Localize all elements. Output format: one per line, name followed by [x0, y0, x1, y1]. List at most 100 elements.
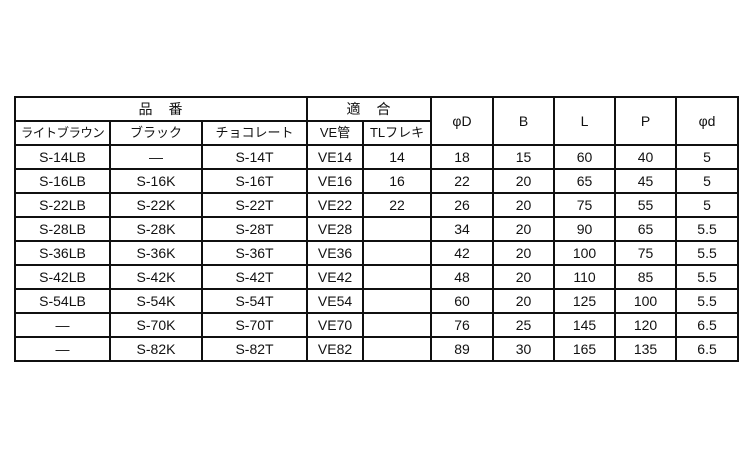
table-cell: 100	[553, 240, 617, 266]
table-cell: S-36LB	[14, 240, 111, 266]
table-cell: 60	[553, 144, 617, 170]
table-cell: VE42	[306, 264, 365, 290]
table-cell: 20	[492, 216, 556, 242]
table-cell: S-16LB	[14, 168, 111, 194]
table-cell: S-54LB	[14, 288, 111, 314]
table-cell: 20	[492, 192, 556, 218]
table-body: S-14LB — S-14T VE14 14 18 15 60 40 5 S-16LB S-16K S-…	[14, 144, 740, 362]
table-row: S-16LB S-16K S-16T VE16 16 22 20 65 45 5	[14, 168, 740, 194]
table-cell: 26	[430, 192, 495, 218]
table-cell: S-54K	[109, 288, 203, 314]
table-cell: S-28T	[200, 216, 309, 242]
spec-header-cell: φD	[430, 96, 495, 146]
table-cell: 110	[553, 264, 617, 290]
table-cell: S-54T	[200, 288, 309, 314]
table-cell: VE82	[306, 336, 365, 362]
table-cell: S-22K	[109, 192, 203, 218]
table-cell: VE36	[306, 240, 365, 266]
table-cell: S-36T	[200, 240, 309, 266]
table-cell: 5	[675, 192, 740, 218]
table-cell: 14	[362, 144, 433, 170]
table-cell: —	[109, 144, 203, 170]
table-cell: 85	[614, 264, 678, 290]
table-row: S-36LB S-36K S-36T VE36 42 20 100 75 5.5	[14, 240, 740, 266]
sub-header-cell: チョコレート	[200, 120, 309, 146]
table-cell: 30	[492, 336, 556, 362]
table-cell: S-28K	[109, 216, 203, 242]
table-cell: 5.5	[675, 216, 740, 242]
table-cell: VE14	[306, 144, 365, 170]
sub-header-cell: ブラック	[109, 120, 203, 146]
table-cell: 100	[614, 288, 678, 314]
table-cell: 40	[614, 144, 678, 170]
table-cell: 6.5	[675, 312, 740, 338]
spec-header-cell: B	[492, 96, 556, 146]
table-cell: 25	[492, 312, 556, 338]
table-cell: S-42T	[200, 264, 309, 290]
table-row: S-22LB S-22K S-22T VE22 22 26 20 75 55 5	[14, 192, 740, 218]
table-cell: 5	[675, 144, 740, 170]
table-cell: 20	[492, 288, 556, 314]
table-cell: VE16	[306, 168, 365, 194]
table-cell: 65	[553, 168, 617, 194]
table-cell: 15	[492, 144, 556, 170]
spec-header-cell: L	[553, 96, 617, 146]
table-cell: S-42K	[109, 264, 203, 290]
table-row: S-42LB S-42K S-42T VE42 48 20 110 85 5.5	[14, 264, 740, 290]
table-row: S-28LB S-28K S-28T VE28 34 20 90 65 5.5	[14, 216, 740, 242]
table-cell: 89	[430, 336, 495, 362]
table-cell: 5.5	[675, 264, 740, 290]
table-cell: S-82K	[109, 336, 203, 362]
table-cell: 34	[430, 216, 495, 242]
table-cell: 20	[492, 168, 556, 194]
table-cell: VE28	[306, 216, 365, 242]
sub-header-cell: TLフレキ	[362, 120, 433, 146]
table-cell	[362, 336, 433, 362]
table-cell: VE54	[306, 288, 365, 314]
table-cell: 16	[362, 168, 433, 194]
table-cell: S-82T	[200, 336, 309, 362]
header-row-subs: ライトブラウン ブラック チョコレート VE管 TLフレキ	[14, 120, 738, 146]
table-cell	[362, 264, 433, 290]
group-header-cell: 適 合	[306, 96, 433, 122]
table-cell: 45	[614, 168, 678, 194]
table-cell: S-22LB	[14, 192, 111, 218]
table-cell: 60	[430, 288, 495, 314]
table-cell: S-70K	[109, 312, 203, 338]
table-cell	[362, 240, 433, 266]
table-cell: 90	[553, 216, 617, 242]
table-cell: S-28LB	[14, 216, 111, 242]
table-cell: 42	[430, 240, 495, 266]
sub-header-cell: VE管	[306, 120, 365, 146]
table-cell: S-16T	[200, 168, 309, 194]
table-cell: S-22T	[200, 192, 309, 218]
table-cell	[362, 288, 433, 314]
table-cell: VE70	[306, 312, 365, 338]
table-cell: 20	[492, 240, 556, 266]
table-cell	[362, 312, 433, 338]
table-cell: 75	[553, 192, 617, 218]
table-cell: 5	[675, 168, 740, 194]
table-cell: S-42LB	[14, 264, 111, 290]
table-cell: 5.5	[675, 288, 740, 314]
table-cell: 125	[553, 288, 617, 314]
table-cell: —	[14, 336, 111, 362]
table-cell: 20	[492, 264, 556, 290]
table-cell: S-16K	[109, 168, 203, 194]
table-cell: 65	[614, 216, 678, 242]
table-cell: 120	[614, 312, 678, 338]
table-cell: 135	[614, 336, 678, 362]
table-cell: 6.5	[675, 336, 740, 362]
sub-header-cell: ライトブラウン	[14, 120, 111, 146]
table-cell: S-14T	[200, 144, 309, 170]
table-cell: 22	[430, 168, 495, 194]
group-header-cell: 品 番	[13, 96, 309, 122]
table-cell: —	[14, 312, 111, 338]
table-cell: S-14LB	[14, 144, 111, 170]
table-cell: 75	[614, 240, 678, 266]
table-cell: 5.5	[675, 240, 740, 266]
